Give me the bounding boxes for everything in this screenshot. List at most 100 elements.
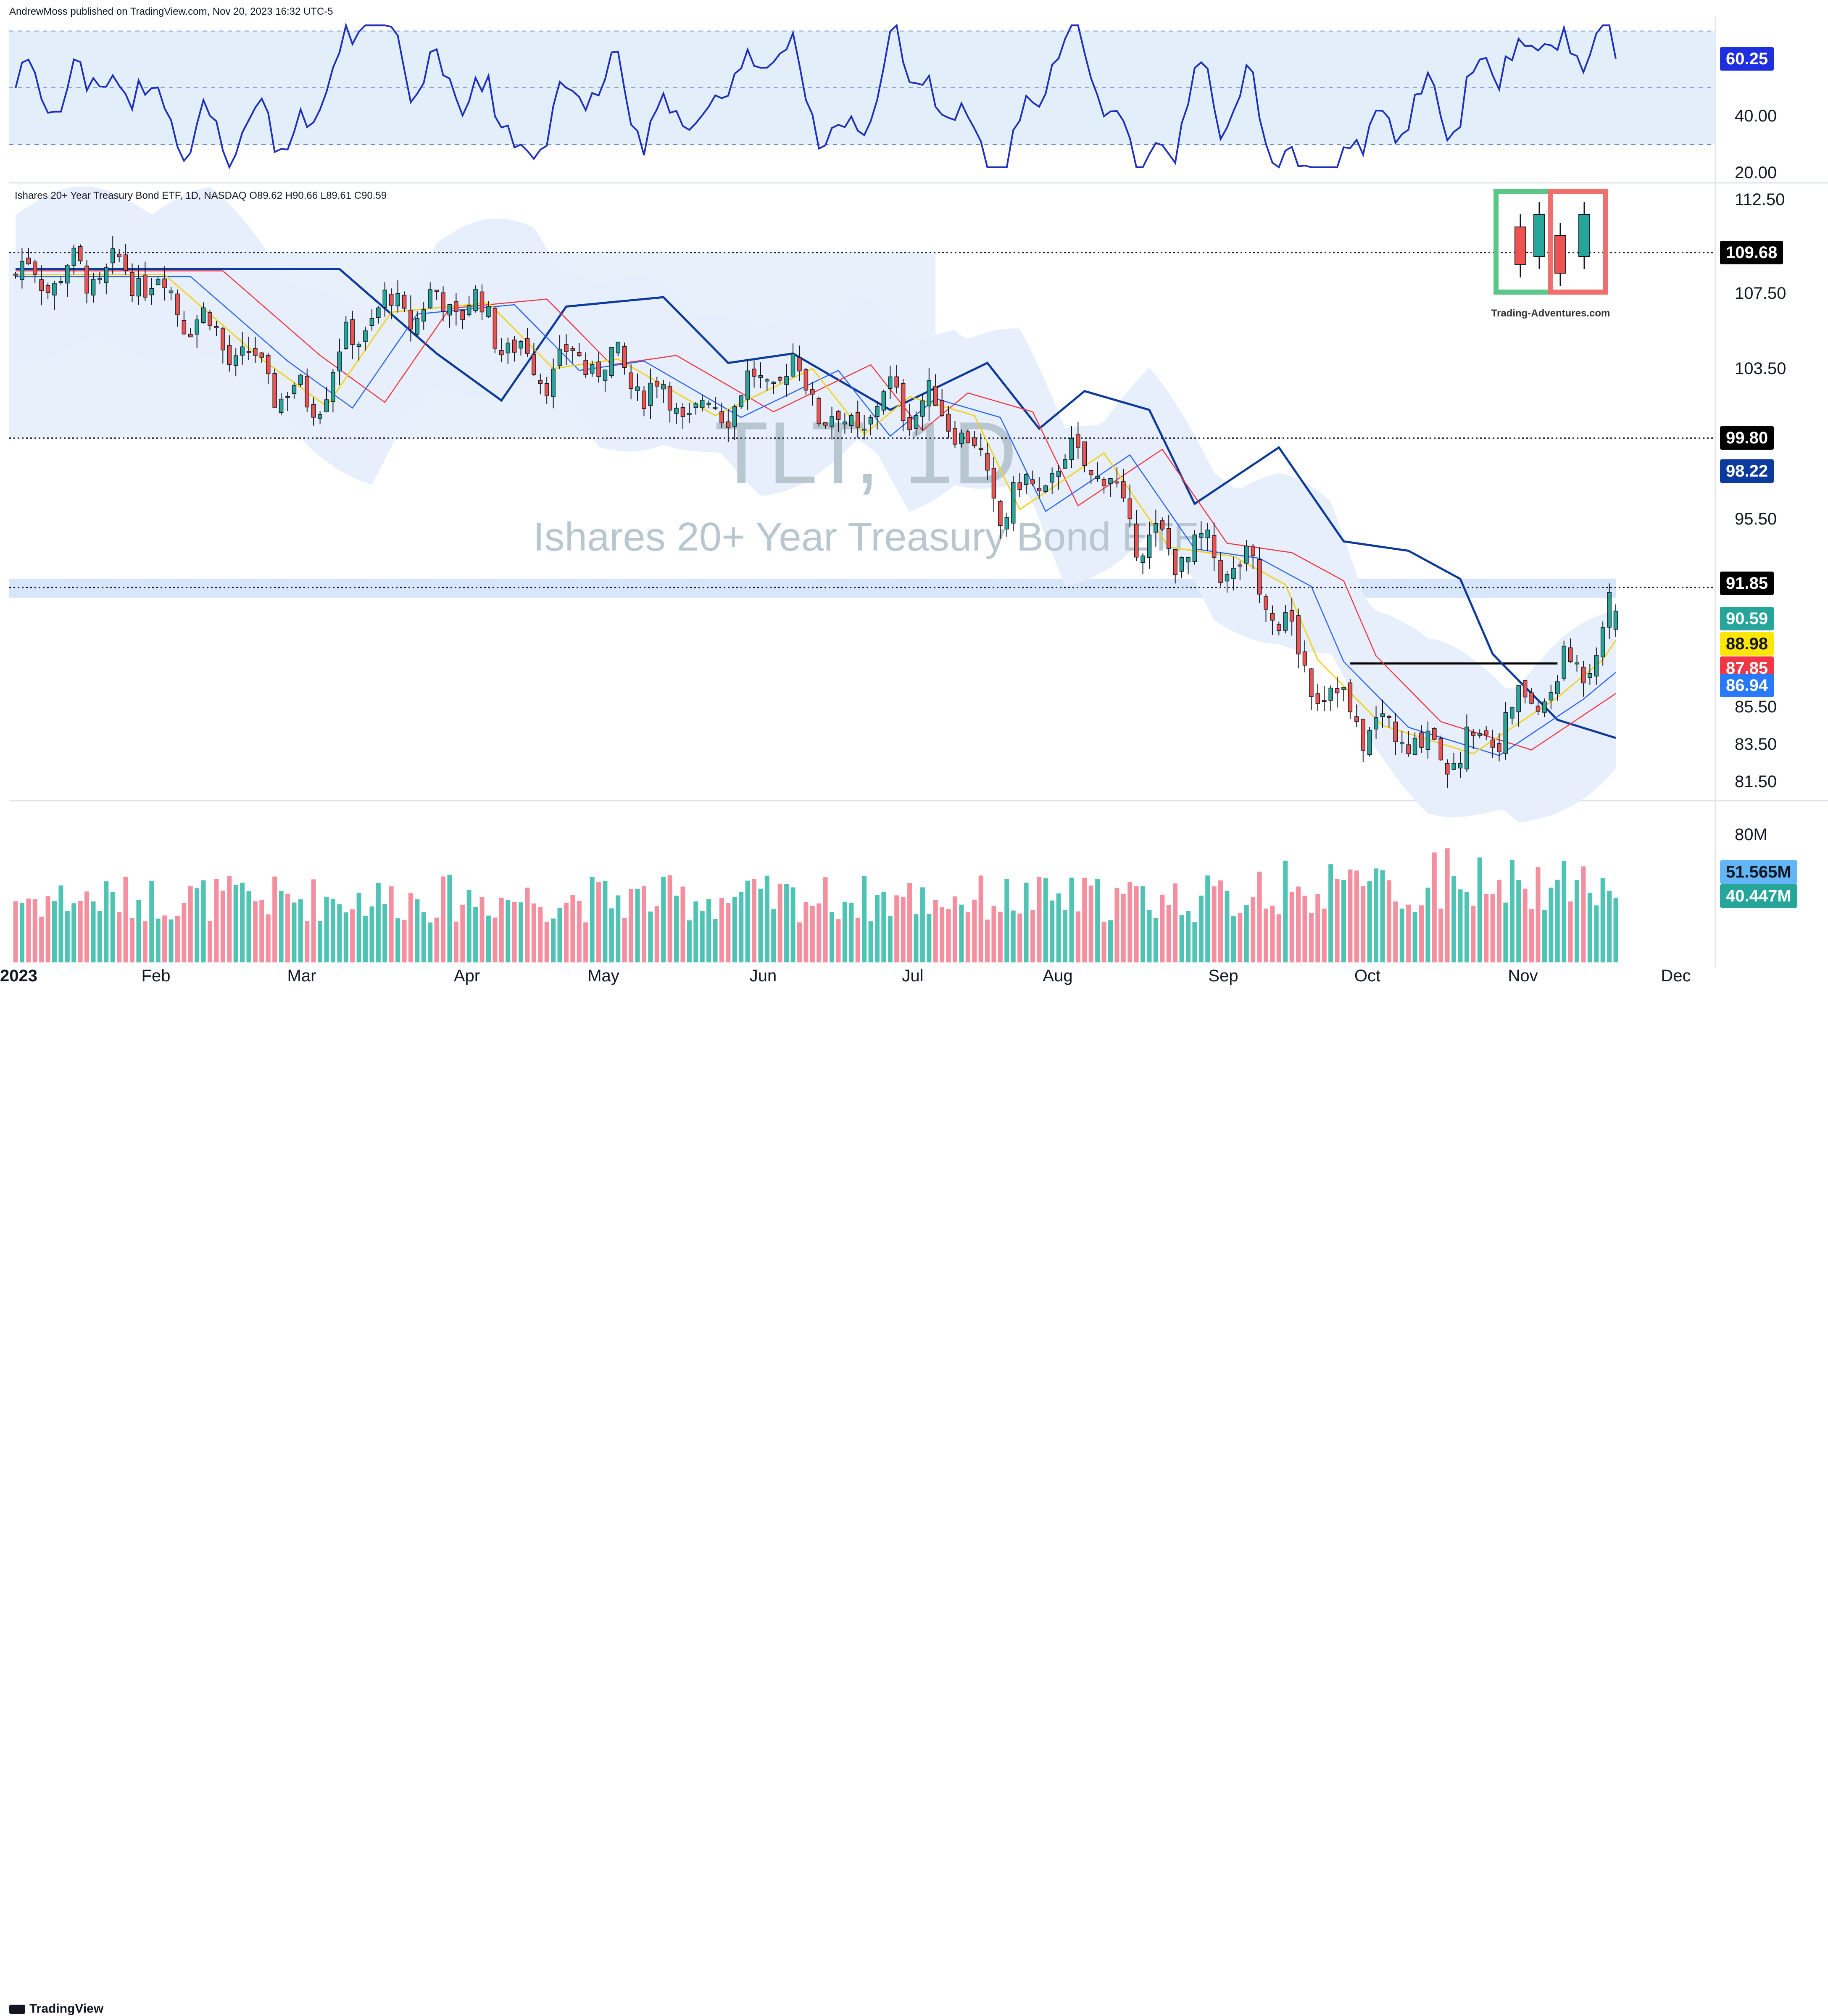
candle: [875, 406, 880, 417]
price-label-level-99: 99.80: [1720, 426, 1774, 450]
candle: [1186, 557, 1191, 563]
candle: [324, 399, 329, 412]
candle: [1484, 730, 1488, 735]
volume-bar: [130, 918, 135, 962]
candle: [233, 355, 238, 366]
price-label-rsi-value: 60.25: [1720, 47, 1774, 71]
volume-bar: [842, 902, 847, 962]
volume-bar: [745, 880, 750, 962]
volume-bar: [1516, 880, 1521, 962]
candle: [26, 258, 31, 264]
candle: [622, 346, 627, 368]
candle: [208, 312, 212, 326]
volume-bar: [1568, 901, 1573, 962]
candle: [428, 289, 432, 308]
volume-bar: [453, 921, 458, 962]
volume-bar: [583, 922, 588, 962]
candle: [771, 382, 776, 384]
candle: [745, 370, 750, 400]
candle: [1549, 692, 1554, 701]
candle: [849, 415, 854, 426]
candle: [946, 414, 951, 432]
candle: [577, 352, 582, 356]
volume-bar: [402, 920, 407, 962]
candle: [279, 398, 284, 413]
candle: [564, 344, 569, 352]
volume-bar: [441, 876, 446, 962]
price-label-ema-fast: 88.98: [1720, 632, 1774, 656]
candle: [687, 413, 692, 415]
candle: [920, 401, 925, 417]
candle: [272, 373, 277, 408]
volume-bar: [1536, 867, 1541, 962]
tradingview-logo[interactable]: TradingView: [9, 2002, 103, 2016]
candle: [713, 407, 718, 409]
volume-bar: [1529, 909, 1534, 962]
candle: [117, 253, 121, 257]
sma-line: [16, 276, 1616, 756]
volume-bar: [136, 900, 141, 962]
volume-bar: [927, 914, 932, 962]
candle: [732, 406, 737, 427]
candle: [1212, 535, 1217, 558]
volume-bar: [175, 916, 180, 962]
volume-bar: [901, 896, 906, 962]
volume-bar: [1432, 852, 1437, 962]
volume-bar: [732, 897, 737, 962]
volume-bar: [1600, 878, 1605, 962]
volume-bar: [350, 909, 355, 962]
candle: [1283, 612, 1288, 631]
candle: [266, 355, 271, 374]
volume-bar: [1134, 886, 1139, 962]
volume-bar: [182, 903, 187, 962]
volume-bar: [45, 896, 50, 962]
volume-bar: [1581, 866, 1586, 962]
candle: [506, 343, 510, 353]
volume-bar: [972, 899, 977, 962]
candle: [1588, 673, 1592, 678]
candle: [1419, 732, 1424, 748]
volume-bar: [868, 921, 873, 962]
candle: [104, 267, 109, 283]
volume-bar: [499, 898, 504, 962]
volume-bar: [952, 896, 957, 962]
volume-bar: [1011, 910, 1016, 962]
candle: [441, 292, 445, 312]
volume-bar: [1522, 888, 1528, 962]
tradingview-icon: [9, 2005, 25, 2014]
candle: [1095, 476, 1100, 479]
candle: [162, 278, 167, 288]
price-chart[interactable]: TLT, 1D Ishares 20+ Year Treasury Bond ET…: [0, 0, 1828, 1027]
volume-bar: [512, 901, 517, 962]
time-tick: Sep: [1208, 967, 1238, 985]
time-tick: Apr: [453, 967, 480, 985]
candle: [1069, 438, 1074, 460]
volume-bar: [570, 895, 575, 962]
volume-bar: [693, 901, 698, 962]
rsi-tick: 20.00: [1735, 163, 1777, 182]
volume-bar: [233, 885, 238, 962]
volume-bar: [1335, 879, 1340, 962]
volume-bar: [447, 875, 452, 962]
candle: [985, 453, 990, 471]
candle: [408, 309, 413, 330]
candle: [1575, 662, 1579, 664]
watermark-name: Ishares 20+ Year Treasury Bond ETF: [533, 514, 1198, 559]
candle: [253, 348, 258, 356]
volume-bar: [1412, 912, 1417, 962]
volume-bar: [162, 915, 167, 962]
candle: [402, 295, 407, 309]
volume-bar: [1257, 872, 1262, 962]
volume-bar: [506, 900, 511, 962]
candle: [214, 326, 219, 328]
candle: [1302, 651, 1307, 666]
candle: [1264, 596, 1268, 610]
candle: [1289, 610, 1294, 622]
volume-bar: [564, 902, 569, 962]
candle: [169, 290, 174, 293]
candle: [1147, 535, 1152, 558]
time-tick: May: [587, 967, 619, 985]
volume-bar: [149, 880, 154, 962]
candle: [836, 411, 841, 420]
volume-bar: [253, 901, 258, 962]
